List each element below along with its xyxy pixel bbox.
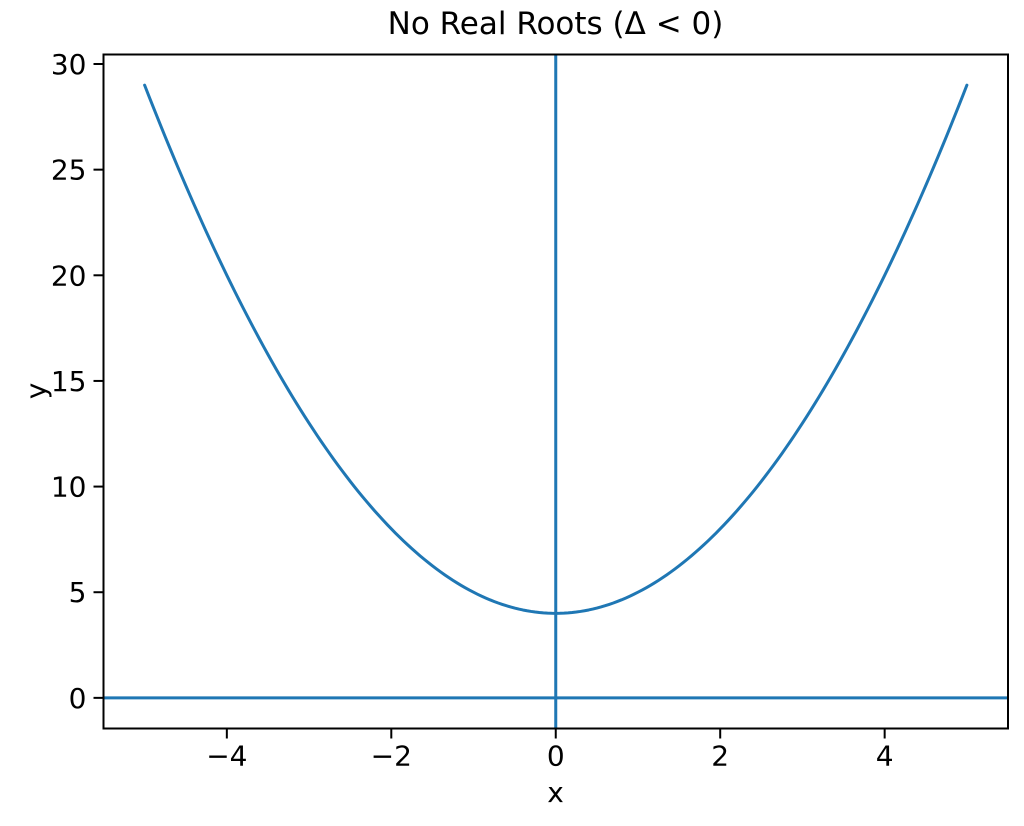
x-tick-label: 4 [876, 739, 894, 772]
x-axis-label: x [547, 776, 564, 809]
x-tick-label: −2 [371, 739, 412, 772]
y-tick-label: 0 [69, 682, 87, 715]
chart-title: No Real Roots (Δ < 0) [387, 6, 724, 42]
y-tick-label: 25 [51, 154, 87, 187]
y-tick-label: 20 [51, 259, 87, 292]
y-tick-label: 5 [69, 576, 87, 609]
x-tick-label: 2 [711, 739, 729, 772]
y-tick-label: 15 [51, 365, 87, 398]
y-axis-label: y [19, 382, 53, 400]
x-tick-label: 0 [547, 739, 565, 772]
y-tick-label: 10 [51, 471, 87, 504]
y-tick-label: 30 [51, 48, 87, 81]
x-tick-label: −4 [206, 739, 247, 772]
